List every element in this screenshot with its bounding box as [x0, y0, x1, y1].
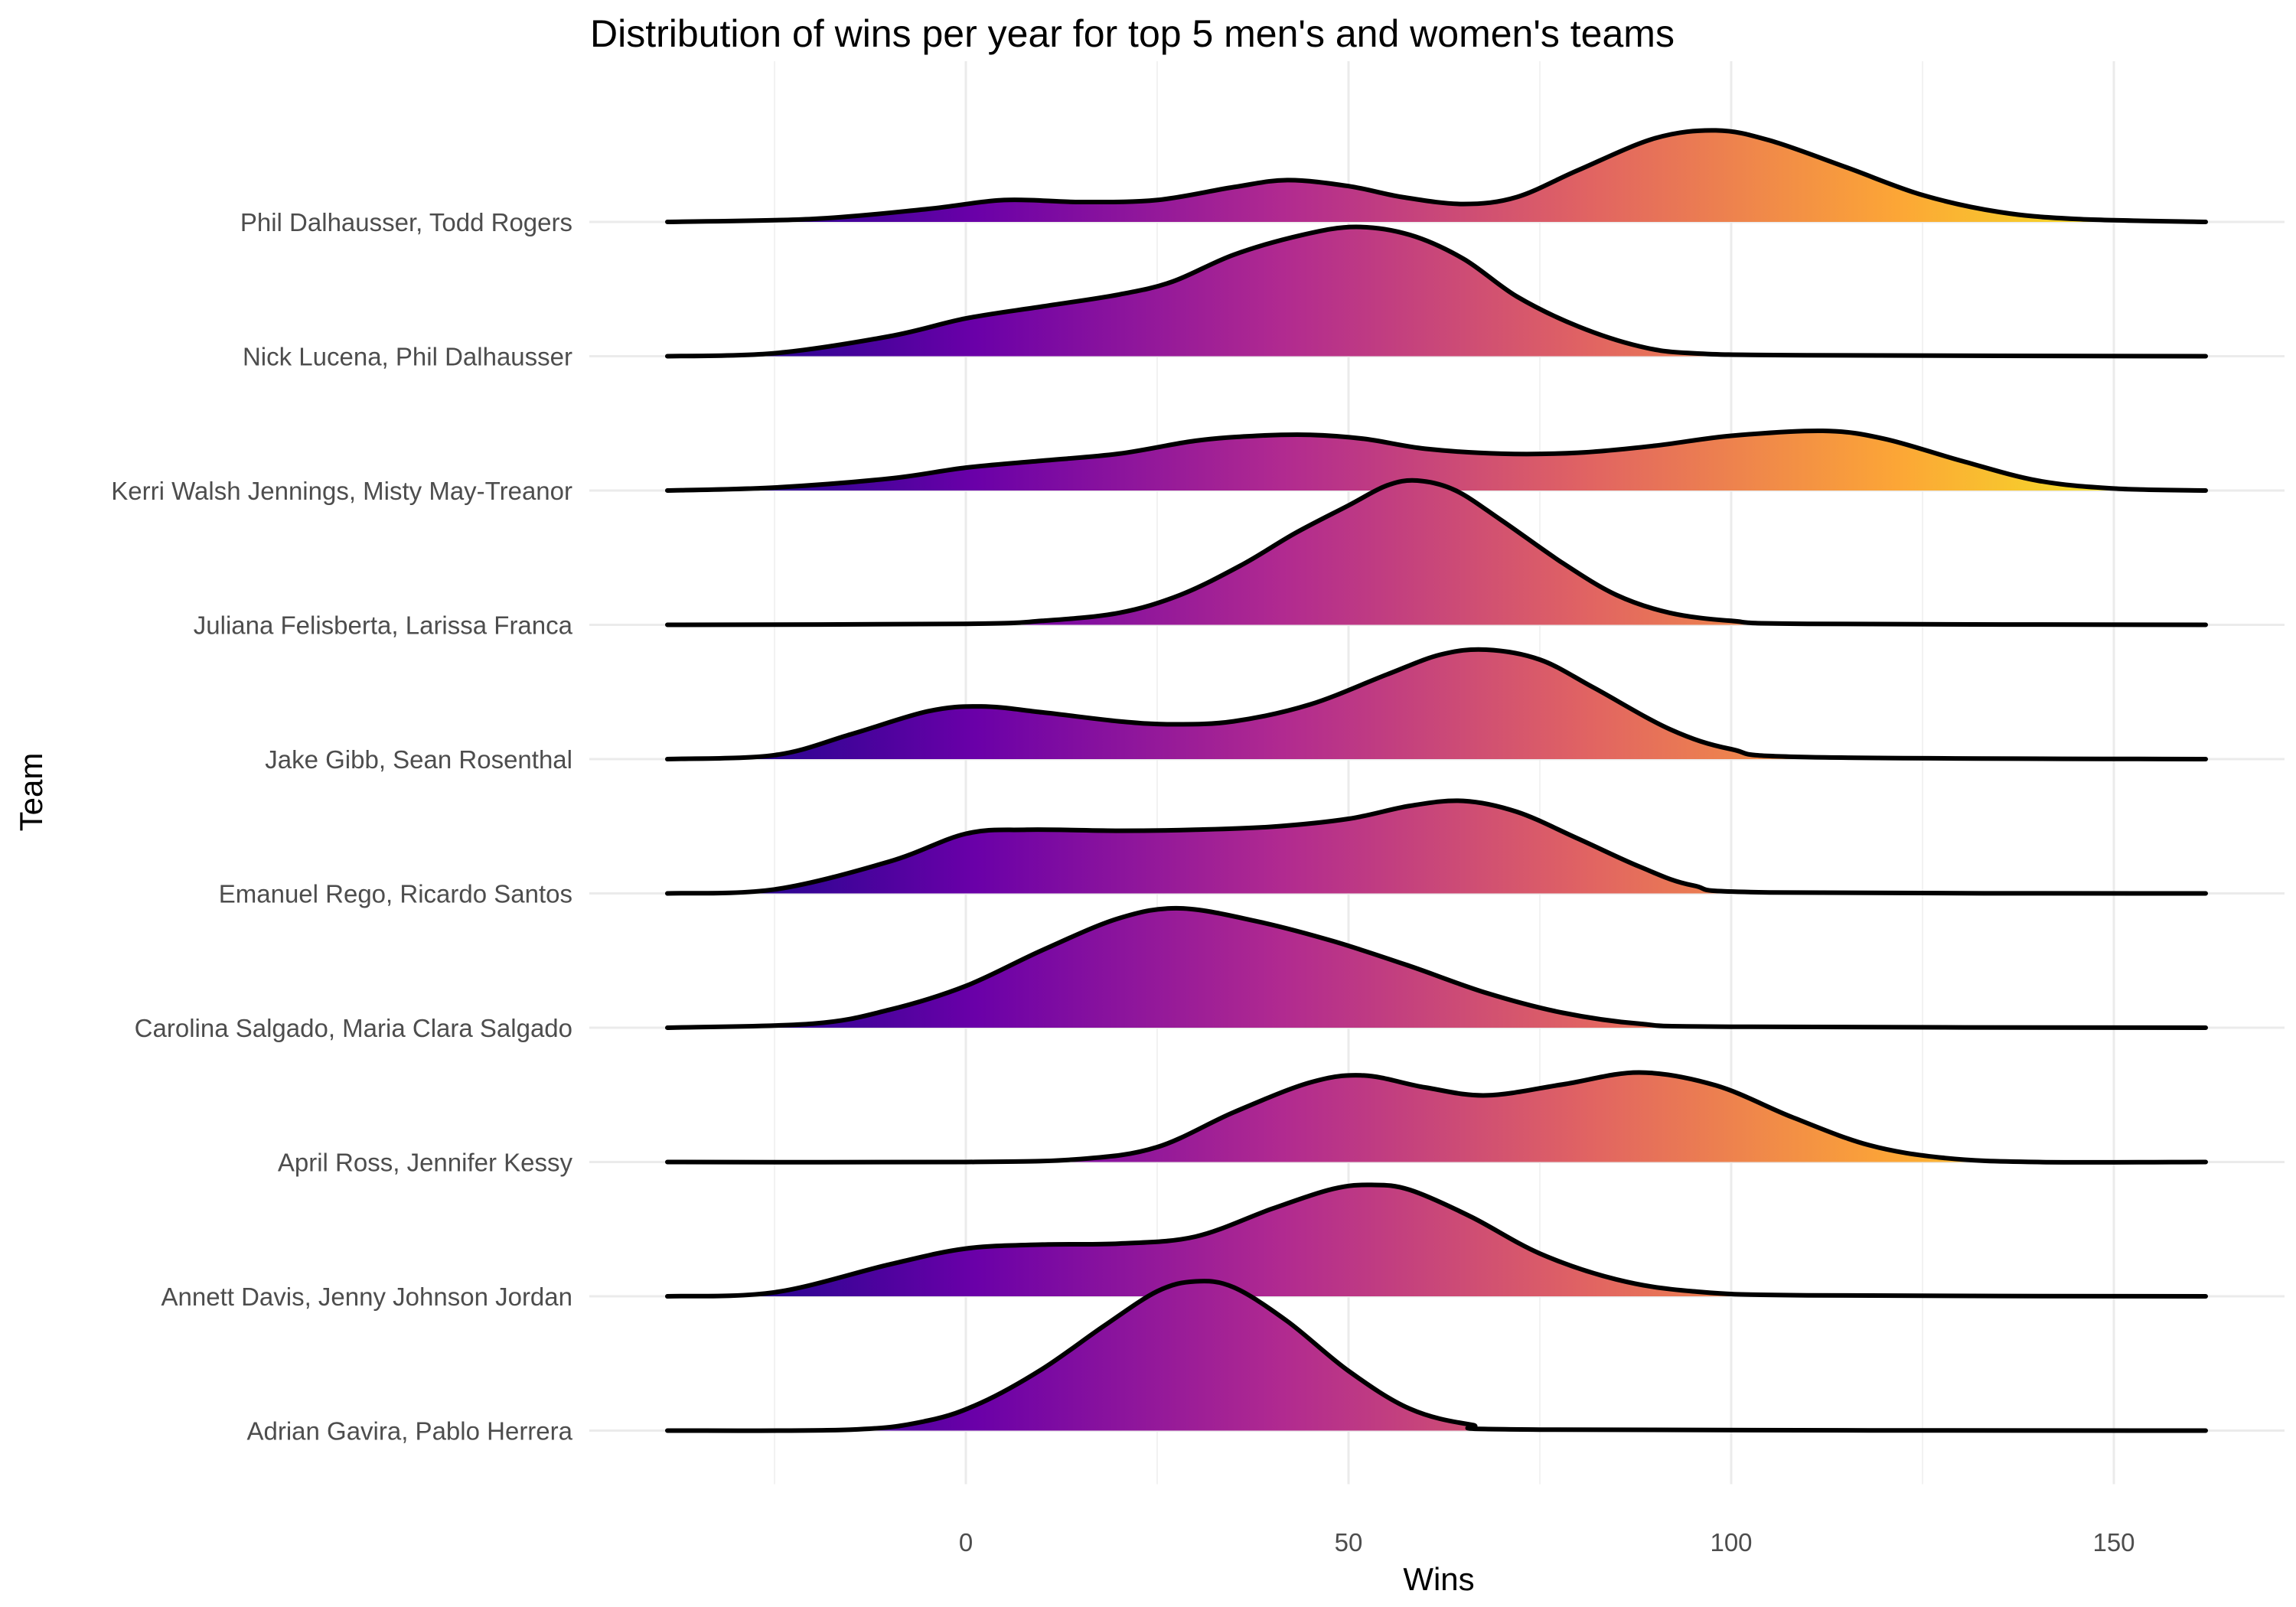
ridge-outline: [665, 478, 2208, 627]
x-tick-label: 150: [2092, 1528, 2135, 1556]
y-tick-label: Nick Lucena, Phil Dalhausser: [243, 343, 572, 371]
ridge: [665, 798, 2208, 896]
ridge-area: [667, 908, 2206, 1028]
y-tick-label: April Ross, Jennifer Kessy: [278, 1149, 573, 1177]
y-tick-label: Carolina Salgado, Maria Clara Salgado: [135, 1014, 572, 1042]
ridge: [665, 224, 2208, 359]
y-tick-label: Jake Gibb, Sean Rosenthal: [265, 745, 572, 774]
chart-title: Distribution of wins per year for top 5 …: [590, 12, 1675, 55]
x-tick-label: 100: [1710, 1528, 1752, 1556]
y-tick-label: Emanuel Rego, Ricardo Santos: [219, 880, 572, 908]
ridge-area: [667, 1281, 2206, 1431]
ridge-area: [667, 1072, 2206, 1162]
x-tick-label: 50: [1335, 1528, 1363, 1556]
ridge: [665, 1279, 2208, 1433]
ridge: [665, 478, 2208, 627]
x-tick-labels: 0 50 100 150: [959, 1528, 2135, 1556]
ridge-area: [667, 480, 2206, 625]
ridges: [665, 128, 2208, 1433]
ridge-outline: [665, 905, 2208, 1030]
ridge: [665, 1070, 2208, 1165]
ridge-outline: [665, 1182, 2208, 1299]
ridge-outline: [665, 224, 2208, 359]
y-tick-label: Kerri Walsh Jennings, Misty May-Treanor: [111, 477, 572, 505]
ridge-area: [667, 430, 2206, 491]
ridge-area: [667, 130, 2206, 222]
y-tick-label: Adrian Gavira, Pablo Herrera: [246, 1417, 572, 1446]
y-tick-label: Phil Dalhausser, Todd Rogers: [240, 208, 572, 236]
y-tick-labels: Phil Dalhausser, Todd Rogers Nick Lucena,…: [111, 208, 572, 1446]
ridge-outline: [665, 128, 2208, 224]
ridge-outline: [665, 428, 2208, 493]
ridge-area: [667, 1185, 2206, 1296]
y-axis-title: Team: [13, 753, 49, 832]
y-tick-label: Annett Davis, Jenny Johnson Jordan: [161, 1283, 573, 1311]
ridge-outline: [665, 798, 2208, 896]
ridge: [665, 905, 2208, 1030]
ridge-area: [667, 227, 2206, 357]
ridge: [665, 428, 2208, 493]
ridge-outline: [665, 1279, 2208, 1433]
ridge-area: [667, 649, 2206, 759]
x-tick-label: 0: [959, 1528, 973, 1556]
ridge: [665, 647, 2208, 761]
ridge-outline: [665, 647, 2208, 761]
ridge-outline: [665, 1070, 2208, 1165]
x-axis-title: Wins: [1403, 1561, 1474, 1597]
ridge-area: [667, 800, 2206, 894]
ridge: [665, 128, 2208, 224]
ridge: [665, 1182, 2208, 1299]
y-tick-label: Juliana Felisberta, Larissa Franca: [194, 611, 573, 640]
